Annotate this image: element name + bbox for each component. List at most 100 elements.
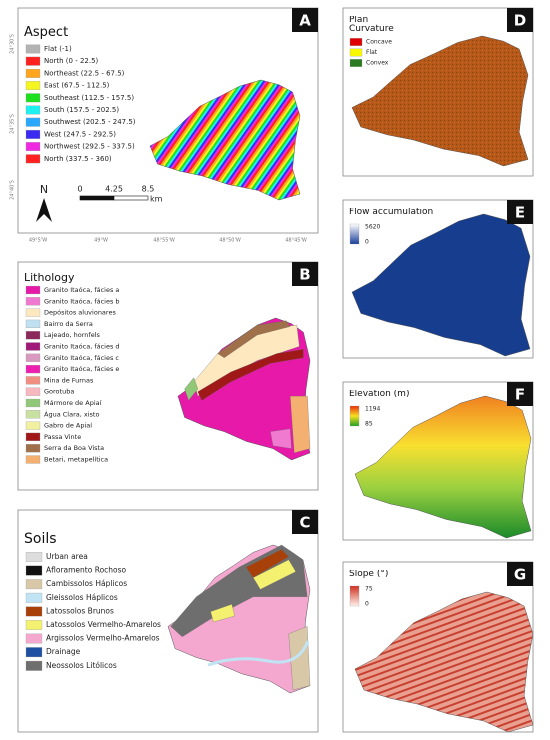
panel-letter: G — [514, 566, 526, 584]
legend-title-box: Aspect — [24, 26, 68, 39]
gradient-bar — [349, 585, 360, 607]
legend-label: Mármore de Apiaí — [44, 399, 102, 407]
map-unit — [270, 428, 292, 449]
legend-swatch — [25, 565, 43, 576]
legend-swatch — [349, 48, 363, 57]
panel-letter: F — [515, 386, 525, 404]
legend-label: Argissolos Vermelho-Amarelos — [46, 634, 160, 643]
legend-title-box: Elevation (m) — [349, 390, 410, 399]
gradient-max: 75 — [365, 586, 373, 593]
legend-label: Concave — [366, 39, 392, 46]
gradient-min: 0 — [365, 601, 369, 608]
legend-swatch — [25, 297, 41, 306]
legend-label: Gabro de Apiaí — [44, 422, 92, 430]
legend-title: Lithology — [24, 272, 75, 284]
legend-swatch — [25, 432, 41, 442]
legend-label: Depósitos aluvionares — [44, 309, 116, 317]
legend-swatch — [25, 647, 43, 658]
legend-swatch — [25, 319, 41, 329]
legend-label: Convex — [366, 60, 389, 67]
gradient-bar — [349, 223, 360, 245]
panel-letter-box — [507, 200, 533, 224]
legend-label: Passa Vinte — [44, 433, 81, 441]
lon-label: 48°50'W — [219, 238, 241, 244]
lat-label: 24°35'S — [10, 114, 16, 134]
map-unit — [288, 626, 311, 691]
legend-swatch — [25, 421, 41, 430]
legend-label: Água Clara, xisto — [44, 409, 99, 418]
legend-label: Latossolos Brunos — [46, 606, 114, 615]
legend-title: Plan Curvature — [349, 16, 394, 35]
legend-label: Granito Itaóca, fácies e — [44, 365, 119, 373]
legend-label: Afloramento Rochoso — [46, 566, 127, 575]
legend-swatch — [25, 364, 41, 374]
legend-title-box: Soils — [24, 532, 57, 546]
legend-swatch — [25, 93, 41, 103]
gradient-bar — [349, 405, 360, 427]
legend-swatch — [25, 376, 41, 385]
map-region — [351, 213, 531, 357]
legend-swatch — [25, 353, 41, 362]
map-unit — [217, 320, 291, 358]
legend-swatch — [25, 398, 41, 408]
legend-swatch — [25, 68, 41, 78]
legend-title-box: Plan Curvature — [349, 16, 394, 35]
legend-label: West (247.5 - 292.5) — [44, 130, 116, 138]
legend-label: Southwest (202.5 - 247.5) — [44, 118, 136, 126]
legend-swatch — [25, 142, 41, 152]
legend-swatch — [25, 105, 41, 115]
legend-label: Latossolos Vermelho-Amarelos — [46, 620, 161, 629]
lon-label: 48°45'W — [285, 238, 307, 244]
legend-swatch — [25, 579, 43, 590]
legend-label: Neossolos Litólicos — [46, 661, 117, 670]
legend-swatch — [25, 387, 41, 396]
legend-swatch — [25, 606, 43, 617]
legend-label: Gleissolos Háplicos — [46, 593, 118, 602]
legend-swatch — [349, 38, 363, 46]
legend-label: Cambissolos Háplicos — [46, 579, 127, 588]
map-region — [351, 35, 529, 167]
gradient-min: 85 — [365, 421, 373, 428]
legend-label: Betari, metapelítica — [44, 456, 108, 464]
map-region — [149, 79, 301, 201]
legend-title-box: Slope (°) — [349, 570, 388, 579]
legend-swatch — [25, 285, 41, 295]
legend-swatch — [25, 331, 41, 340]
lon-label: 49°5'W — [29, 238, 47, 244]
legend-swatch — [25, 660, 43, 671]
panel-letter-box — [507, 8, 533, 32]
scale-bar-segment — [79, 195, 115, 201]
legend-swatch — [25, 410, 41, 419]
panel-letter-box — [292, 510, 318, 534]
map-unit — [290, 395, 311, 454]
legend-swatch — [25, 154, 41, 164]
map-region — [354, 395, 532, 539]
legend-label: Northeast (22.5 - 67.5) — [44, 69, 125, 77]
drainage — [207, 640, 310, 667]
lon-label: 48°55'W — [153, 238, 175, 244]
legend-swatch — [25, 117, 41, 127]
scale-label: 0 — [77, 185, 82, 194]
panel-letter-box — [507, 562, 533, 586]
legend-swatch — [25, 455, 41, 464]
panel-letter: B — [299, 266, 310, 284]
legend-title-box: Flow accumulation — [349, 208, 434, 217]
legend-label: Granito Itaóca, fácies b — [44, 297, 120, 305]
legend-swatch — [25, 129, 41, 139]
legend-title: Elevation (m) — [349, 390, 410, 399]
map-unit — [197, 349, 304, 401]
scale-label: 4.25 — [105, 185, 123, 194]
north-arrow — [36, 198, 52, 222]
north-label: N — [40, 183, 48, 196]
legend-title: Flow accumulation — [349, 208, 434, 217]
panel-letter: D — [514, 12, 526, 30]
map-region — [354, 591, 534, 733]
legend-label: Northwest (292.5 - 337.5) — [44, 143, 135, 151]
scale-bar-segment — [113, 195, 149, 201]
legend-label: Granito Itaóca, fácies d — [44, 343, 120, 351]
panel-letter-box — [507, 382, 533, 406]
legend-label: Flat — [366, 49, 378, 56]
legend-label: North (337.5 - 360) — [44, 155, 112, 163]
scale-label: 8.5 — [142, 185, 155, 194]
